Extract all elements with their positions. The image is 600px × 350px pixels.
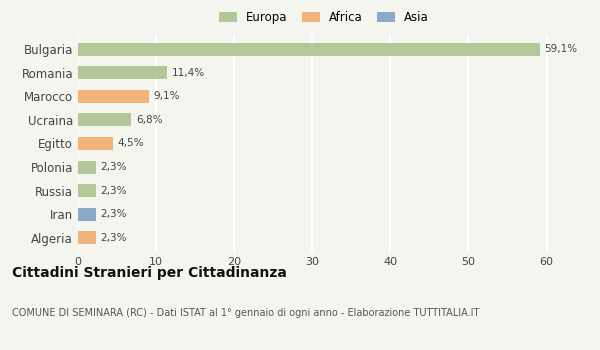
Legend: Europa, Africa, Asia: Europa, Africa, Asia [215, 8, 433, 28]
Bar [78, 90, 149, 103]
Text: 2,3%: 2,3% [101, 233, 127, 243]
Bar [78, 184, 96, 197]
Text: COMUNE DI SEMINARA (RC) - Dati ISTAT al 1° gennaio di ogni anno - Elaborazione T: COMUNE DI SEMINARA (RC) - Dati ISTAT al … [12, 308, 479, 318]
Bar [78, 43, 539, 56]
Text: 9,1%: 9,1% [154, 91, 180, 102]
Bar [78, 137, 113, 150]
Text: 2,3%: 2,3% [101, 162, 127, 172]
Bar [78, 208, 96, 221]
Text: 11,4%: 11,4% [172, 68, 205, 78]
Bar [78, 161, 96, 174]
Bar [78, 113, 131, 126]
Text: 6,8%: 6,8% [136, 115, 162, 125]
Text: Cittadini Stranieri per Cittadinanza: Cittadini Stranieri per Cittadinanza [12, 266, 287, 280]
Bar [78, 66, 167, 79]
Text: 2,3%: 2,3% [101, 186, 127, 196]
Text: 2,3%: 2,3% [101, 209, 127, 219]
Text: 59,1%: 59,1% [544, 44, 577, 54]
Bar [78, 231, 96, 244]
Text: 4,5%: 4,5% [118, 139, 145, 148]
